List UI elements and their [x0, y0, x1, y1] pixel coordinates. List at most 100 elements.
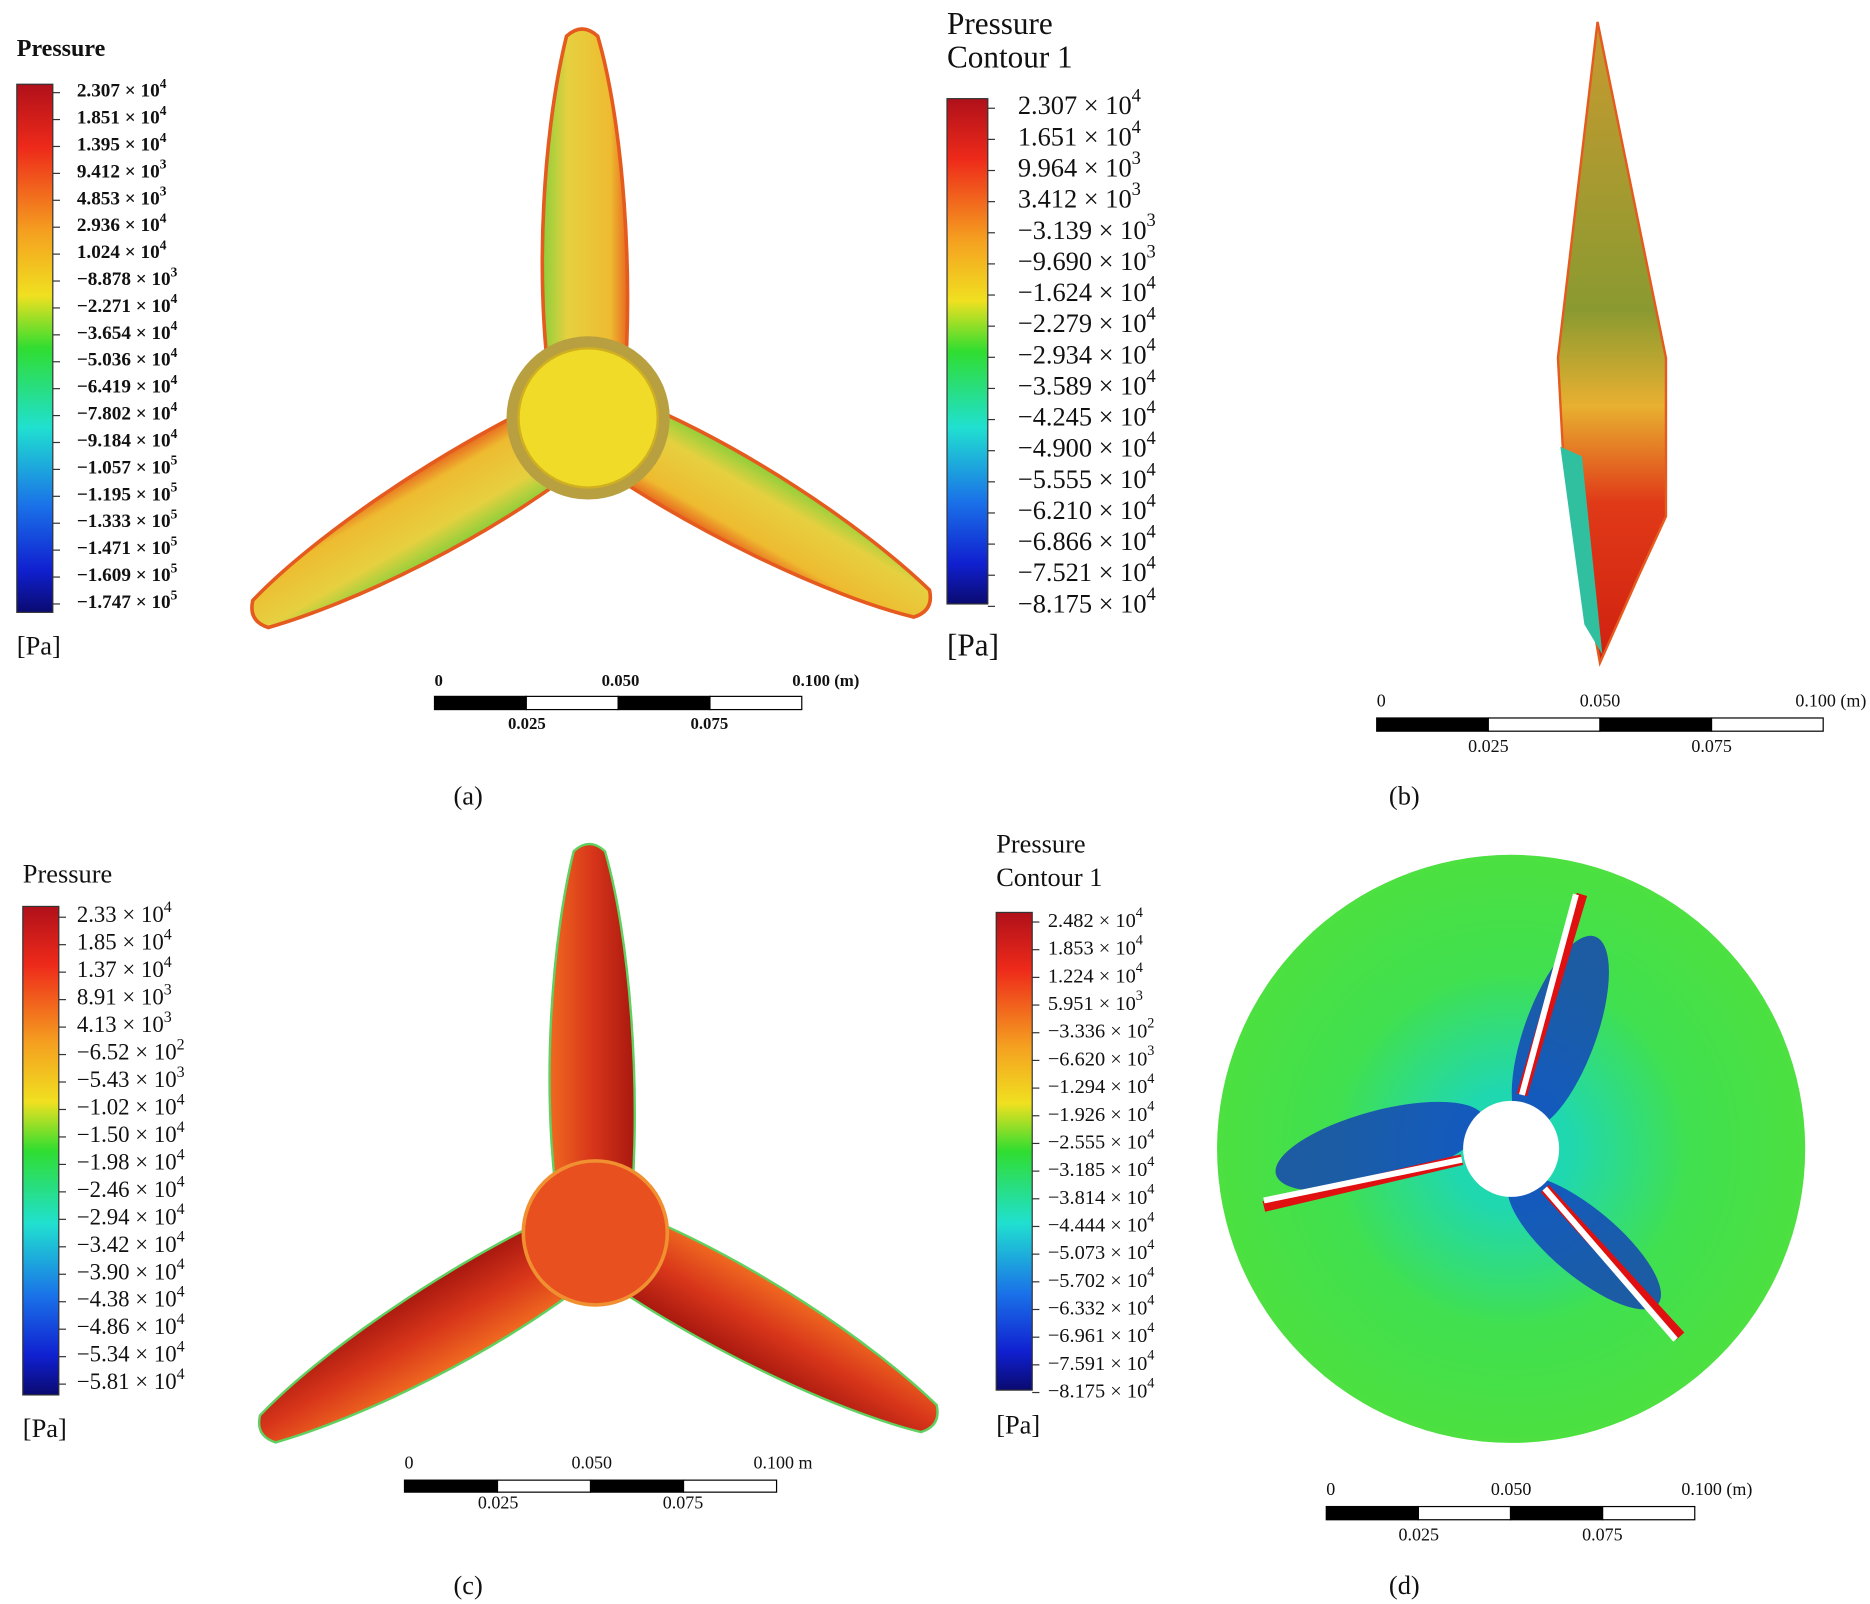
mantissa: −1.98 × 10: [77, 1150, 177, 1175]
mantissa: 9.412 × 10: [77, 162, 160, 183]
legend-label: −6.866 × 104: [1018, 522, 1156, 556]
propeller-side-b: [1556, 21, 1668, 667]
exponent: 4: [1147, 1348, 1154, 1364]
mantissa: −3.90 × 10: [77, 1260, 177, 1285]
mantissa: 1.224 × 10: [1048, 965, 1136, 987]
legend-label: −1.195 × 105: [77, 480, 178, 506]
exponent: 4: [1147, 366, 1156, 386]
exponent: 2: [177, 1036, 185, 1053]
mantissa: −6.961 × 10: [1048, 1325, 1147, 1347]
legend-label: −9.690 × 103: [1018, 242, 1156, 276]
exponent: 3: [160, 184, 167, 199]
legend-label: 2.936 × 104: [77, 211, 167, 237]
exponent: 4: [1147, 273, 1156, 293]
mantissa: −8.878 × 10: [77, 269, 171, 290]
legend-label: −3.90 × 104: [77, 1256, 185, 1285]
legend-label: −1.294 × 104: [1048, 1071, 1155, 1098]
legend-label: 2.482 × 104: [1048, 905, 1143, 932]
mantissa: 2.33 × 10: [77, 902, 164, 927]
exponent: 4: [1147, 1210, 1154, 1226]
exponent: 4: [1147, 335, 1156, 355]
legend-label: 2.33 × 104: [77, 899, 172, 928]
legend-label: −3.139 × 103: [1018, 210, 1156, 244]
scale-label: 0.025: [1468, 736, 1509, 756]
scale-segment: [589, 1479, 685, 1493]
mantissa: −1.624 × 10: [1018, 277, 1147, 307]
legend-label: −5.555 × 104: [1018, 460, 1156, 494]
scale-segment: [709, 695, 803, 711]
exponent: 5: [171, 480, 178, 495]
legend-label: 5.951 × 103: [1048, 988, 1143, 1015]
legend-label: −5.34 × 104: [77, 1338, 185, 1367]
legend-label: −2.279 × 104: [1018, 304, 1156, 338]
scale-segment: [1599, 717, 1713, 732]
scale-label: 0.100 m: [754, 1453, 813, 1473]
exponent: 4: [160, 76, 167, 91]
legend-label: −6.961 × 104: [1048, 1320, 1155, 1347]
mantissa: −3.42 × 10: [77, 1232, 177, 1257]
exponent: 3: [1147, 210, 1156, 230]
exponent: 4: [1132, 86, 1141, 106]
legend-label: −6.210 × 104: [1018, 491, 1156, 525]
legend-label: −2.271 × 104: [77, 291, 178, 317]
panel-label: (d): [1389, 1570, 1420, 1600]
scale-segment: [1509, 1505, 1604, 1521]
mantissa: −6.52 × 10: [77, 1040, 177, 1065]
mantissa: −1.333 × 10: [77, 512, 171, 533]
exponent: 4: [1147, 1071, 1154, 1087]
legend-label: −7.591 × 104: [1048, 1348, 1155, 1375]
exponent: 5: [171, 560, 178, 575]
exponent: 3: [171, 264, 178, 279]
legend-label: −3.814 × 104: [1048, 1182, 1155, 1209]
exponent: 4: [164, 926, 172, 943]
mantissa: −2.279 × 10: [1018, 308, 1147, 338]
scale-segment: [1710, 717, 1824, 732]
exponent: 4: [1147, 1237, 1154, 1253]
mantissa: 5.951 × 10: [1048, 993, 1136, 1015]
legend-label: −6.620 × 103: [1048, 1044, 1155, 1071]
scale-segment: [682, 1479, 778, 1493]
mantissa: −3.654 × 10: [77, 323, 171, 344]
mantissa: −6.866 × 10: [1018, 526, 1147, 556]
exponent: 4: [1147, 1154, 1154, 1170]
exponent: 4: [1147, 304, 1156, 324]
mantissa: −1.057 × 10: [77, 458, 171, 479]
legend-label: 9.412 × 103: [77, 157, 167, 183]
mantissa: 2.482 × 10: [1048, 910, 1136, 932]
color-bar: [22, 905, 60, 1396]
mantissa: 2.307 × 10: [77, 81, 160, 102]
exponent: 3: [1147, 1044, 1154, 1060]
legend-label: −1.02 × 104: [77, 1091, 185, 1120]
mantissa: −3.336 × 10: [1048, 1020, 1147, 1042]
scale-label: 0.075: [663, 1492, 704, 1512]
legend-label: −8.878 × 103: [77, 264, 178, 290]
mantissa: 1.853 × 10: [1048, 937, 1136, 959]
exponent: 4: [171, 372, 178, 387]
scale-label: 0: [404, 1453, 413, 1473]
legend-label: −2.46 × 104: [77, 1173, 185, 1202]
mantissa: −8.175 × 10: [1048, 1380, 1147, 1402]
exponent: 5: [171, 507, 178, 522]
legend-title: Contour 1: [947, 39, 1073, 74]
scale-label: 0.075: [1691, 736, 1732, 756]
exponent: 4: [1147, 1127, 1154, 1143]
legend-label: −1.747 × 105: [77, 587, 178, 613]
panel-label: (a): [453, 780, 482, 810]
exponent: 4: [160, 238, 167, 253]
exponent: 4: [1136, 960, 1143, 976]
legend-label: −9.184 × 104: [77, 426, 178, 452]
legend-unit: [Pa]: [947, 628, 999, 663]
legend-label: −6.52 × 102: [77, 1036, 185, 1065]
scale-label: 0: [1377, 691, 1386, 711]
scale-label: 0.050: [602, 671, 640, 690]
legend-label: −5.81 × 104: [77, 1366, 185, 1395]
mantissa: 1.851 × 10: [77, 108, 160, 129]
scale-label: 0.025: [508, 714, 546, 733]
mantissa: 2.307 × 10: [1018, 90, 1132, 120]
mantissa: −2.934 × 10: [1018, 339, 1147, 369]
exponent: 4: [171, 426, 178, 441]
legend-label: −3.654 × 104: [77, 318, 178, 344]
legend-label: 8.91 × 103: [77, 981, 172, 1010]
legend-unit: [Pa]: [17, 630, 61, 660]
